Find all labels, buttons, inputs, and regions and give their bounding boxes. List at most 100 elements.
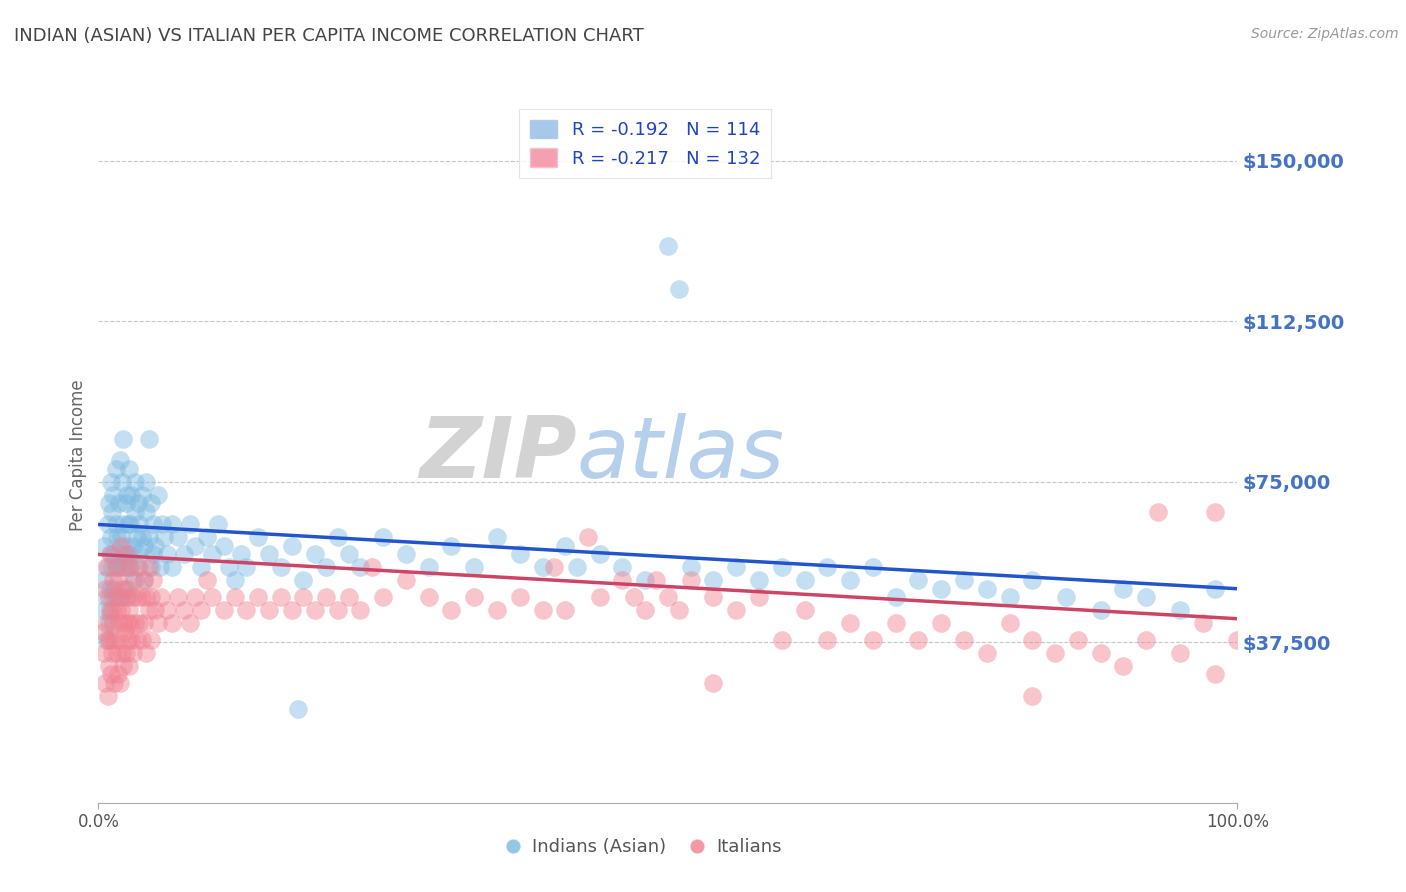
Point [509,548,531,562]
Point [121,573,143,587]
Point [531,603,554,617]
Point [201,548,224,562]
Point [121,591,143,605]
Point [107,667,129,681]
Point [153,530,176,544]
Point [110,591,132,605]
Point [121,646,143,660]
Point [668,603,690,617]
Point [201,591,224,605]
Point [127,560,149,574]
Point [953,573,976,587]
Point [146,487,169,501]
Point [104,591,127,605]
Point [98,603,121,617]
Point [1204,582,1226,596]
Point [131,591,153,605]
Point [135,475,157,489]
Point [554,539,576,553]
Point [97,615,120,630]
Point [124,475,146,489]
Point [104,462,127,476]
Point [1226,633,1249,648]
Point [98,582,121,596]
Point [167,591,190,605]
Point [118,462,141,476]
Point [97,496,120,510]
Point [162,615,184,630]
Point [702,676,724,690]
Point [1135,633,1157,648]
Point [112,658,135,673]
Point [98,607,121,622]
Point [139,633,162,648]
Point [131,487,153,501]
Point [235,560,257,574]
Point [120,560,142,574]
Point [114,560,136,574]
Point [702,573,724,587]
Point [139,560,162,574]
Point [292,591,315,605]
Point [976,582,998,596]
Point [371,530,394,544]
Point [748,573,770,587]
Point [117,633,139,648]
Point [114,646,136,660]
Point [156,548,179,562]
Point [207,517,229,532]
Point [111,582,134,596]
Point [224,573,246,587]
Point [679,573,702,587]
Text: Source: ZipAtlas.com: Source: ZipAtlas.com [1251,27,1399,41]
Point [142,517,165,532]
Point [725,603,748,617]
Point [246,530,269,544]
Point [634,603,657,617]
Point [142,548,165,562]
Point [115,615,138,630]
Point [145,603,167,617]
Point [486,603,509,617]
Point [127,530,149,544]
Point [702,591,724,605]
Point [112,517,135,532]
Point [96,591,118,605]
Point [117,591,139,605]
Point [1021,633,1043,648]
Point [1146,505,1168,519]
Text: atlas: atlas [576,413,785,497]
Point [315,591,337,605]
Point [120,517,142,532]
Point [108,496,131,510]
Point [793,603,815,617]
Point [111,475,134,489]
Point [679,560,702,574]
Point [93,539,115,553]
Point [725,560,748,574]
Point [907,633,929,648]
Point [105,530,128,544]
Point [195,573,218,587]
Point [118,548,141,562]
Point [929,615,952,630]
Point [246,591,269,605]
Point [108,453,131,467]
Point [135,591,157,605]
Point [634,573,657,587]
Point [976,646,998,660]
Point [281,539,304,553]
Point [179,517,201,532]
Point [108,615,131,630]
Point [1054,591,1078,605]
Point [108,633,131,648]
Point [105,603,128,617]
Point [748,591,770,605]
Point [98,548,121,562]
Point [173,548,195,562]
Point [124,573,146,587]
Point [190,560,212,574]
Point [120,487,142,501]
Point [127,591,149,605]
Point [1090,646,1112,660]
